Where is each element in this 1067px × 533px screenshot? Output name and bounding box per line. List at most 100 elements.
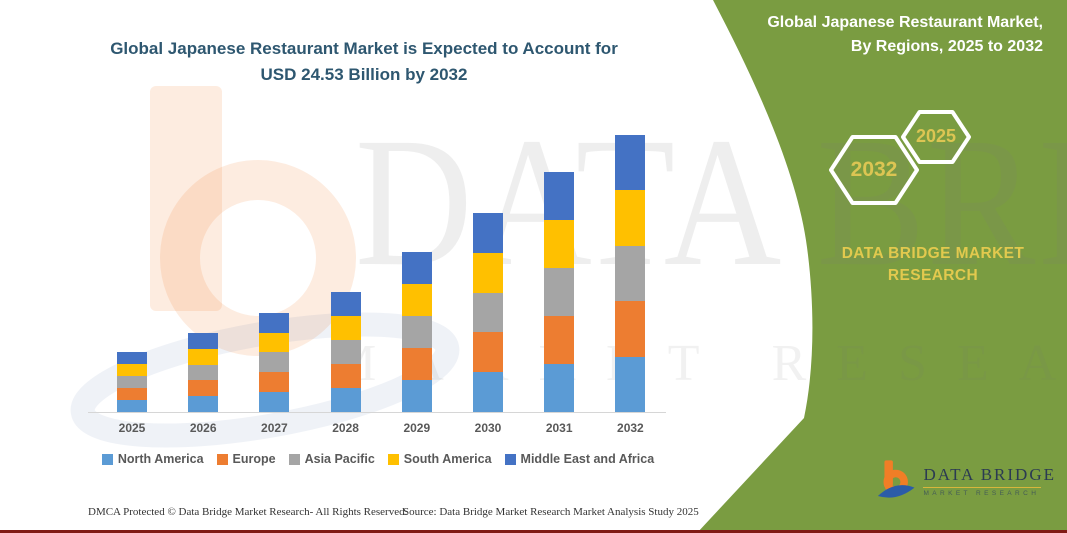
bar-segment-2025 bbox=[117, 387, 147, 400]
bar-segment-2026 bbox=[188, 396, 219, 412]
bar-2030 bbox=[473, 213, 503, 412]
bar-segment-2030 bbox=[473, 292, 503, 333]
x-axis-label-2031: 2031 bbox=[545, 421, 573, 435]
bar-segment-2030 bbox=[473, 213, 503, 253]
legend-item: South America bbox=[387, 452, 492, 466]
legend-label: Europe bbox=[232, 452, 276, 466]
chart-headline-line2: USD 24.53 Billion by 2032 bbox=[260, 65, 468, 85]
bar-segment-2032 bbox=[615, 356, 646, 412]
bar-segment-2028 bbox=[330, 291, 361, 316]
legend-item: North America bbox=[101, 452, 204, 466]
data-bridge-logo-text: DATA BRIDGE MARKET RESEARCH bbox=[923, 465, 1056, 497]
legend-swatch-icon bbox=[216, 453, 228, 465]
bar-segment-2029 bbox=[401, 348, 432, 381]
bar-segment-2031 bbox=[544, 171, 575, 220]
chart-area: 2025 2026 2027 2028 2029 2030 2031 2032 bbox=[88, 119, 670, 435]
x-axis-line bbox=[88, 412, 666, 413]
bar-segment-2025 bbox=[117, 363, 147, 376]
bar-segment-2030 bbox=[473, 252, 503, 293]
bar-segment-2028 bbox=[330, 315, 361, 340]
x-axis-label-2032: 2032 bbox=[617, 421, 644, 435]
bar-segment-2027 bbox=[259, 352, 290, 373]
bar-segment-2027 bbox=[259, 332, 290, 353]
bar-segment-2031 bbox=[544, 219, 575, 268]
bar-2032 bbox=[615, 134, 646, 412]
bar-segment-2029 bbox=[401, 252, 432, 285]
bar-segment-2028 bbox=[330, 339, 361, 364]
bar-segment-2032 bbox=[615, 301, 646, 357]
data-bridge-logo-icon bbox=[877, 460, 915, 498]
bar-segment-2032 bbox=[615, 134, 646, 191]
panel-brand-line2: RESEARCH bbox=[887, 267, 979, 285]
panel-title-line2: By Regions, 2025 to 2032 bbox=[850, 38, 1043, 55]
panel-title-line1: Global Japanese Restaurant Market, bbox=[767, 14, 1043, 31]
legend-label: South America bbox=[403, 452, 492, 466]
bar-2029 bbox=[401, 252, 432, 412]
logo-subtitle: MARKET RESEARCH bbox=[923, 490, 1040, 497]
x-axis-label-2029: 2029 bbox=[403, 421, 431, 435]
legend-swatch-icon bbox=[504, 453, 516, 465]
bar-segment-2031 bbox=[544, 267, 575, 316]
x-axis-label-2026: 2026 bbox=[189, 421, 217, 435]
bar-2025 bbox=[117, 351, 147, 412]
bar-2027 bbox=[259, 312, 290, 412]
legend-item: Europe bbox=[216, 452, 276, 466]
bar-segment-2026 bbox=[188, 364, 219, 381]
bar-segment-2029 bbox=[401, 380, 432, 412]
bar-segment-2032 bbox=[615, 190, 646, 246]
bar-segment-2025 bbox=[117, 399, 147, 412]
bar-segment-2029 bbox=[401, 284, 432, 317]
hexagon-2025-label: 2025 bbox=[915, 126, 957, 146]
bar-segment-2028 bbox=[330, 387, 361, 412]
x-axis-label-2028: 2028 bbox=[332, 421, 359, 435]
bar-segment-2032 bbox=[615, 245, 646, 302]
panel-brand-text: DATA BRIDGE MARKET RESEARCH bbox=[818, 243, 1048, 288]
hexagon-2032-label: 2032 bbox=[850, 158, 898, 181]
legend-swatch-icon bbox=[387, 453, 399, 465]
x-axis-label-2025: 2025 bbox=[118, 421, 146, 435]
legend-label: Middle East and Africa bbox=[520, 452, 655, 466]
bar-segment-2026 bbox=[188, 332, 219, 349]
bar-segment-2030 bbox=[473, 372, 503, 412]
hexagon-2025-icon bbox=[901, 110, 971, 164]
bar-2026 bbox=[188, 332, 219, 412]
legend-item: Asia Pacific bbox=[288, 452, 375, 466]
logo-name: DATA BRIDGE bbox=[923, 465, 1056, 484]
chart-legend: North America Europe Asia Pacific South Ame… bbox=[78, 452, 678, 466]
bar-segment-2030 bbox=[473, 332, 503, 373]
legend-swatch-icon bbox=[288, 453, 300, 465]
panel-title: Global Japanese Restaurant Market, By Re… bbox=[713, 11, 1043, 59]
bar-segment-2031 bbox=[544, 363, 575, 412]
logo-underline bbox=[923, 487, 1042, 488]
legend-label: North America bbox=[117, 452, 204, 466]
legend-swatch-icon bbox=[101, 453, 113, 465]
bar-segment-2031 bbox=[544, 315, 575, 364]
bar-segment-2026 bbox=[188, 380, 219, 397]
bottom-red-rule bbox=[0, 530, 1067, 533]
legend-item: Middle East and Africa bbox=[504, 452, 655, 466]
dmca-notice: DMCA Protected © Data Bridge Market Rese… bbox=[88, 506, 408, 518]
bar-2031 bbox=[544, 171, 575, 412]
bar-segment-2027 bbox=[259, 372, 290, 393]
chart-headline-line1: Global Japanese Restaurant Market is Exp… bbox=[110, 39, 618, 58]
bar-segment-2029 bbox=[401, 316, 432, 349]
bar-2028 bbox=[330, 291, 361, 412]
bar-segment-2027 bbox=[259, 312, 290, 333]
x-axis-label-2030: 2030 bbox=[474, 421, 502, 435]
bar-segment-2026 bbox=[188, 348, 219, 365]
bar-segment-2025 bbox=[117, 375, 147, 388]
legend-label: Asia Pacific bbox=[304, 452, 375, 466]
source-note: Source: Data Bridge Market Research Mark… bbox=[403, 506, 699, 518]
hexagon-2032-icon bbox=[829, 135, 919, 205]
chart-headline: Global Japanese Restaurant Market is Exp… bbox=[58, 36, 670, 89]
bar-segment-2028 bbox=[330, 363, 361, 388]
bar-segment-2025 bbox=[117, 351, 147, 364]
x-axis-label-2027: 2027 bbox=[261, 421, 288, 435]
panel-brand-line1: DATA BRIDGE MARKET bbox=[841, 245, 1025, 262]
bar-segment-2027 bbox=[259, 392, 290, 412]
data-bridge-logo: DATA BRIDGE MARKET RESEARCH bbox=[876, 458, 1056, 504]
